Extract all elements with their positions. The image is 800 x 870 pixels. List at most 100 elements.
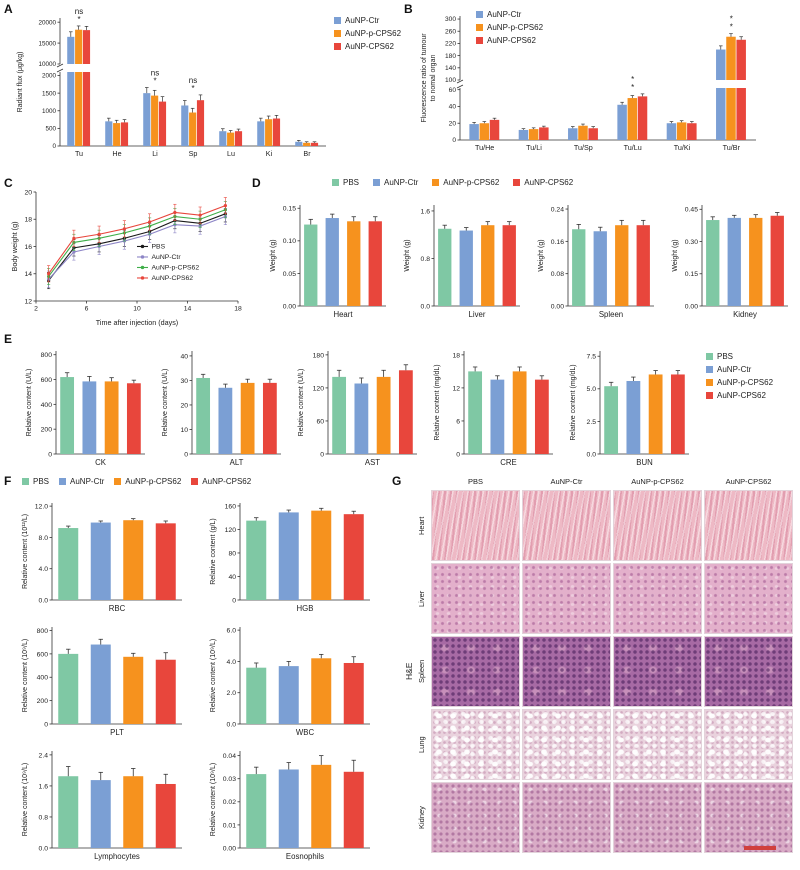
svg-text:0.00: 0.00 [283,303,296,310]
legend-label: AuNP-CPS62 [524,178,574,187]
panel-f-legend: PBS AuNP-Ctr AuNP-p-CPS62 AuNP-CPS62 [22,477,251,486]
svg-text:18: 18 [24,217,32,224]
svg-text:10000: 10000 [38,61,56,68]
legend-label: AuNP-p-CPS62 [443,178,500,187]
legend-item: AuNP-CPS62 [513,178,573,187]
svg-text:500: 500 [45,126,56,133]
legend-item: PBS [332,178,359,187]
svg-text:0: 0 [320,451,324,458]
svg-text:Li: Li [152,149,158,158]
svg-text:400: 400 [37,675,49,682]
panel-b-label: B [404,2,413,16]
legend-label: AuNP-p-CPS62 [717,378,774,387]
svg-text:Tu/Lu: Tu/Lu [624,143,642,152]
svg-text:0.16: 0.16 [551,239,564,246]
svg-text:0.0: 0.0 [39,845,49,852]
svg-text:0.30: 0.30 [685,239,698,246]
svg-text:14: 14 [184,306,192,313]
svg-text:1000: 1000 [42,108,57,115]
svg-text:600: 600 [37,651,49,658]
legend-label: AuNP-p-CPS62 [125,477,182,486]
panel-f: F PBS AuNP-Ctr AuNP-p-CPS62 AuNP-CPS62 0.0 4… [4,474,388,868]
svg-text:Spleen: Spleen [599,310,623,319]
legend-item: AuNP-CPS62 [476,36,543,45]
svg-text:Relative content (10⁹/L): Relative content (10⁹/L) [210,763,217,836]
svg-text:Relative content (U/L): Relative content (U/L) [26,369,33,437]
svg-text:0.24: 0.24 [551,206,564,213]
panel-e-legend: PBS AuNP-Ctr AuNP-p-CPS62 AuNP-CPS62 [706,352,773,400]
panel-e-label: E [4,332,13,346]
legend-item: AuNP-p-CPS62 [706,378,773,387]
panel-d-legend: PBS AuNP-Ctr AuNP-p-CPS62 AuNP-CPS62 [332,178,573,187]
svg-text:2.4: 2.4 [39,752,49,759]
svg-text:0.02: 0.02 [223,799,236,806]
eosinophils-chart: 0.00 0.01 0.02 0.03 0.04 Relative content (10… [200,744,382,867]
svg-text:220: 220 [445,41,456,48]
svg-text:2.5: 2.5 [587,419,597,426]
svg-text:HGB: HGB [297,604,314,613]
svg-text:*: * [153,77,156,86]
svg-text:10: 10 [180,427,188,434]
svg-text:0.03: 0.03 [223,776,236,783]
svg-text:Relative content (10¹²/L): Relative content (10¹²/L) [22,514,29,589]
svg-text:1.6: 1.6 [421,208,431,215]
svg-text:180: 180 [445,53,456,60]
spleen-weight-chart: 0.00 0.08 0.16 0.24 Weight (g) Spleen [532,198,662,325]
panel-a: A 10000 15000 20000 0 500 1000 1500 2000 Radiant… [4,2,402,174]
svg-text:Sp: Sp [189,149,198,158]
svg-text:0.04: 0.04 [223,753,236,760]
svg-text:0.00: 0.00 [223,845,236,852]
hgb-chart: 0 40 80 120 160 Relative content (g/L) HGB [200,496,382,619]
legend-label: AuNP-Ctr [487,10,522,19]
plt-chart: 0 200 400 600 800 Relative content (10⁹/L) PLT [12,620,194,743]
svg-text:*: * [631,75,634,84]
svg-text:AuNP-Ctr: AuNP-Ctr [152,254,182,261]
legend-swatch [373,179,381,186]
svg-text:PBS: PBS [152,244,166,251]
svg-text:0.15: 0.15 [283,206,296,213]
legend-label: AuNP-p-CPS62 [487,23,544,32]
panel-b: B 100 140 180 220 260 300 0 20 40 60 Fluorescence … [404,2,798,174]
histology-row-label: Kidney [417,806,426,829]
svg-text:Body weight (g): Body weight (g) [10,222,19,272]
legend-swatch [334,30,341,37]
svg-text:200: 200 [41,427,53,434]
svg-text:0: 0 [184,451,188,458]
legend-item: AuNP-CPS62 [191,477,251,486]
body-weight-chart: 2 6 10 14 18 12 14 16 18 20 Body weight (g) Time af… [8,186,246,333]
svg-text:Weight (g): Weight (g) [672,239,679,271]
svg-text:160: 160 [225,503,237,510]
legend-swatch [476,37,483,44]
svg-text:Lu: Lu [227,149,235,158]
svg-text:140: 140 [445,65,456,72]
histology-image-spleen [431,636,520,707]
svg-text:20: 20 [180,402,188,409]
panel-d: D PBS AuNP-Ctr AuNP-p-CPS62 AuNP-CPS62 0.00… [252,176,798,330]
legend-label: AuNP-Ctr [345,16,380,25]
svg-text:400: 400 [41,402,53,409]
legend-item: AuNP-p-CPS62 [432,178,499,187]
svg-text:*: * [631,83,634,92]
svg-text:60: 60 [449,87,457,94]
svg-text:120: 120 [225,527,237,534]
svg-text:ALT: ALT [230,458,244,467]
svg-text:Time after injection (days): Time after injection (days) [96,318,178,327]
svg-text:20000: 20000 [38,19,56,26]
svg-text:5.0: 5.0 [587,386,597,393]
panel-d-label: D [252,176,261,190]
svg-text:40: 40 [228,574,236,581]
histology-row-label: Lung [417,736,426,753]
svg-text:16: 16 [24,244,32,251]
panel-b-legend: AuNP-Ctr AuNP-p-CPS62 AuNP-CPS62 [476,10,543,45]
svg-text:CRE: CRE [500,458,516,467]
legend-label: AuNP-Ctr [384,178,419,187]
svg-text:Tu/Li: Tu/Li [526,143,542,152]
svg-text:12: 12 [452,385,460,392]
svg-text:*: * [77,15,80,24]
svg-text:120: 120 [313,385,325,392]
svg-text:18: 18 [452,352,460,359]
svg-text:20: 20 [24,189,32,196]
svg-text:14: 14 [24,271,32,278]
svg-text:300: 300 [445,16,456,23]
histology-col-header: PBS [467,477,483,486]
